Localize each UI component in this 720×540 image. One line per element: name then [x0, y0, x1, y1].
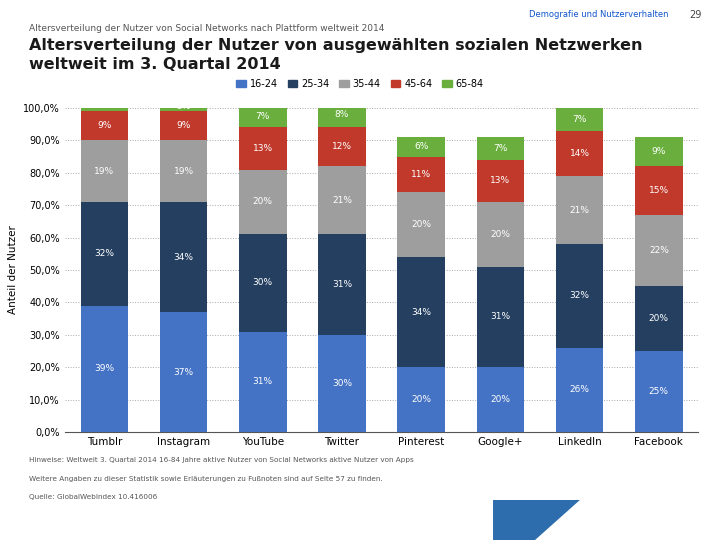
Bar	[160, 111, 207, 140]
Bar	[477, 160, 524, 202]
Text: 20%: 20%	[411, 220, 431, 229]
Bar	[318, 127, 366, 166]
Bar	[81, 98, 128, 111]
Text: Altersverteilung der Nutzer von ausgewählten sozialen Netzwerken: Altersverteilung der Nutzer von ausgewäh…	[29, 38, 642, 53]
Text: 25%: 25%	[649, 387, 669, 396]
Text: 15%: 15%	[649, 186, 669, 195]
Text: 4%: 4%	[97, 100, 112, 109]
Text: 13%: 13%	[253, 144, 273, 153]
Bar	[477, 367, 524, 432]
Text: Demografie und Nutzerverhalten: Demografie und Nutzerverhalten	[529, 10, 669, 19]
Bar	[239, 332, 287, 432]
Bar	[397, 192, 445, 257]
Text: 14%: 14%	[570, 149, 590, 158]
Bar	[318, 234, 366, 335]
Text: 29: 29	[690, 10, 702, 20]
Text: 8%: 8%	[335, 110, 349, 119]
Text: 9%: 9%	[97, 122, 112, 130]
Text: 31%: 31%	[332, 280, 352, 289]
Bar	[318, 335, 366, 432]
Polygon shape	[493, 500, 580, 540]
Polygon shape	[693, 512, 714, 528]
Bar	[477, 202, 524, 267]
Bar	[477, 267, 524, 367]
Bar	[556, 348, 603, 432]
Text: 22%: 22%	[649, 246, 669, 255]
Bar	[635, 215, 683, 286]
Text: 19%: 19%	[174, 167, 194, 176]
Text: 21%: 21%	[570, 206, 590, 214]
Bar	[81, 140, 128, 202]
Text: Altersverteilung der Nutzer von Social Networks nach Plattform weltweit 2014: Altersverteilung der Nutzer von Social N…	[29, 24, 384, 33]
Text: 3%: 3%	[176, 102, 191, 111]
Text: weltweit im 3. Quartal 2014: weltweit im 3. Quartal 2014	[29, 57, 281, 72]
Bar	[318, 166, 366, 234]
Bar	[556, 244, 603, 348]
Bar	[239, 170, 287, 234]
Bar	[239, 127, 287, 170]
Text: 20%: 20%	[490, 395, 510, 404]
Text: 37%: 37%	[174, 368, 194, 376]
Bar	[556, 131, 603, 176]
Text: 20%: 20%	[253, 198, 273, 206]
Text: 30%: 30%	[332, 379, 352, 388]
Text: 19%: 19%	[94, 167, 114, 176]
Text: 7%: 7%	[493, 144, 508, 153]
Text: 7%: 7%	[256, 112, 270, 120]
Text: 21%: 21%	[332, 196, 352, 205]
Text: 7%: 7%	[572, 115, 587, 124]
Bar	[318, 102, 366, 127]
Bar	[397, 137, 445, 157]
Text: Quelle: GlobalWebIndex 10.416006: Quelle: GlobalWebIndex 10.416006	[29, 495, 157, 501]
Bar	[635, 166, 683, 215]
Text: 6%: 6%	[414, 143, 428, 151]
Bar	[397, 257, 445, 367]
Bar	[397, 157, 445, 192]
Text: 13%: 13%	[490, 177, 510, 185]
Bar	[160, 202, 207, 312]
Bar	[160, 102, 207, 111]
Text: 32%: 32%	[94, 249, 114, 258]
Bar	[635, 137, 683, 166]
Bar	[81, 111, 128, 140]
Bar	[160, 140, 207, 202]
Text: 20%: 20%	[490, 230, 510, 239]
Bar	[635, 286, 683, 351]
Text: 39%: 39%	[94, 364, 114, 373]
Text: Hinweise: Weltweit 3. Quartal 2014 16-84 Jahre aktive Nutzer von Social Networks: Hinweise: Weltweit 3. Quartal 2014 16-84…	[29, 457, 413, 463]
Bar	[556, 108, 603, 131]
Text: Weitere Angaben zu dieser Statistik sowie Erläuterungen zu Fußnoten sind auf Sei: Weitere Angaben zu dieser Statistik sowi…	[29, 476, 382, 482]
Bar	[81, 306, 128, 432]
Text: 26%: 26%	[570, 386, 590, 394]
Text: 12%: 12%	[332, 143, 352, 151]
Bar	[397, 367, 445, 432]
Bar	[477, 137, 524, 160]
Bar	[635, 351, 683, 432]
Text: 11%: 11%	[411, 170, 431, 179]
Text: 34%: 34%	[411, 308, 431, 316]
Text: 31%: 31%	[253, 377, 273, 386]
Text: 9%: 9%	[176, 122, 191, 130]
Bar	[239, 105, 287, 127]
Legend: 16-24, 25-34, 35-44, 45-64, 65-84: 16-24, 25-34, 35-44, 45-64, 65-84	[233, 75, 487, 92]
Bar	[81, 202, 128, 306]
Text: statista: statista	[570, 511, 652, 530]
Text: 34%: 34%	[174, 253, 194, 261]
Bar	[239, 234, 287, 332]
Text: 30%: 30%	[253, 279, 273, 287]
Bar	[160, 312, 207, 432]
Text: 9%: 9%	[652, 147, 666, 156]
Text: 20%: 20%	[411, 395, 431, 404]
Text: 32%: 32%	[570, 292, 590, 300]
Bar	[556, 176, 603, 244]
Text: 20%: 20%	[649, 314, 669, 323]
Y-axis label: Anteil der Nutzer: Anteil der Nutzer	[8, 226, 17, 314]
Text: 31%: 31%	[490, 313, 510, 321]
